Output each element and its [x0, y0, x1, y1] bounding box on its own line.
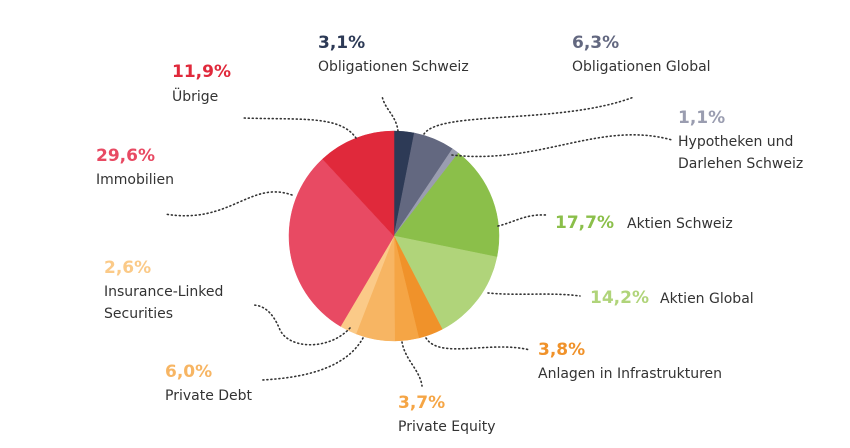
leader-line [401, 341, 423, 387]
value-label: 6,0% [165, 362, 213, 382]
slice-label: Private Debt [165, 388, 253, 404]
leader-line [381, 95, 399, 132]
value-label: 14,2% [590, 288, 649, 308]
pie-slice [288, 158, 395, 327]
leader-line [497, 214, 547, 227]
slice-label: Aktien Schweiz [627, 216, 733, 232]
slice-label: Obligationen Schweiz [318, 59, 469, 75]
leader-line [243, 117, 357, 139]
value-label: 3,7% [398, 393, 446, 413]
value-label: 11,9% [172, 62, 231, 82]
pie-slice [393, 152, 500, 258]
value-label: 3,1% [318, 33, 366, 53]
leader-line [164, 191, 293, 217]
value-label: 3,8% [538, 340, 586, 360]
leader-line [451, 134, 673, 158]
slice-label: Private Equity [398, 419, 496, 435]
value-label: 29,6% [96, 146, 155, 166]
leader-line [261, 337, 364, 381]
slice-label: Obligationen Global [572, 59, 711, 75]
pie-slice [393, 235, 498, 330]
slice-label: Aktien Global [660, 291, 754, 307]
value-label: 1,1% [678, 108, 726, 128]
leader-line [487, 292, 581, 297]
slice-label: Immobilien [96, 172, 175, 188]
leader-line [251, 304, 351, 346]
slice-label: Insurance-Linked Securities [104, 284, 224, 322]
slice-label: Anlagen in Infrastrukturen [538, 366, 723, 382]
slice-label: Hypotheken und Darlehen Schweiz [678, 134, 804, 172]
value-label: 2,6% [104, 258, 152, 278]
leader-line [423, 96, 635, 135]
slice-label: Übrige [172, 89, 219, 105]
leader-line [425, 337, 531, 351]
value-label: 17,7% [555, 213, 614, 233]
value-label: 6,3% [572, 33, 620, 53]
